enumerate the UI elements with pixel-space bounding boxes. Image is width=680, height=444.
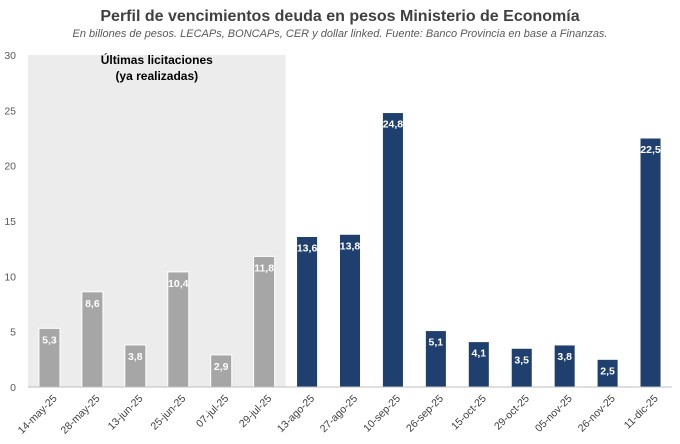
- y-tick-label: 5: [10, 327, 16, 339]
- y-tick-label: 20: [4, 161, 16, 173]
- data-label: 3,8: [557, 351, 572, 363]
- chart-title: Perfil de vencimientos deuda en pesos Mi…: [100, 8, 580, 25]
- x-tick-label: 15-oct-25: [449, 393, 489, 433]
- data-label: 24,8: [383, 119, 404, 131]
- bar: [639, 137, 662, 388]
- highlight-sublabel: (ya realizadas): [115, 69, 198, 83]
- x-tick-label: 27-ago-25: [318, 393, 360, 435]
- y-tick-label: 0: [10, 382, 16, 394]
- x-tick-label: 14-may-25: [16, 393, 60, 437]
- x-tick-label: 26-nov-25: [576, 393, 618, 435]
- highlight-region: [28, 55, 286, 387]
- x-tick-label: 28-may-25: [59, 393, 103, 437]
- x-tick-label: 11-dic-25: [622, 393, 661, 432]
- x-tick-label: 13-jun-25: [106, 393, 146, 433]
- data-label: 2,9: [214, 361, 229, 373]
- data-label: 5,1: [429, 337, 444, 349]
- y-tick-label: 30: [4, 50, 16, 62]
- data-label: 4,1: [471, 348, 486, 360]
- x-tick-label: 29-oct-25: [492, 393, 532, 433]
- data-label: 8,6: [85, 298, 100, 310]
- x-tick-label: 07-jul-25: [194, 393, 231, 430]
- x-tick-label: 10-sep-25: [361, 393, 403, 435]
- data-label: 11,8: [254, 262, 274, 274]
- bar: [296, 235, 319, 388]
- y-tick-label: 10: [4, 271, 16, 283]
- bar: [381, 112, 404, 388]
- x-tick-label: 25-jun-25: [149, 393, 189, 433]
- y-tick-label: 15: [4, 216, 16, 228]
- data-label: 2,5: [600, 365, 615, 377]
- data-label: 3,8: [128, 351, 143, 363]
- data-label: 13,6: [297, 242, 318, 254]
- data-label: 22,5: [640, 144, 661, 156]
- x-tick-label: 29-jul-25: [237, 393, 274, 430]
- x-tick-label: 26-sep-25: [404, 393, 446, 435]
- data-label: 3,5: [514, 354, 529, 366]
- y-tick-label: 25: [4, 105, 16, 117]
- bar: [338, 233, 362, 388]
- bar: [253, 255, 276, 388]
- data-label: 5,3: [42, 334, 57, 346]
- data-label: 10,4: [168, 278, 189, 290]
- highlight-label: Últimas licitaciones: [101, 52, 213, 67]
- x-tick-label: 13-ago-25: [275, 393, 317, 435]
- data-label: 13,8: [340, 240, 361, 252]
- x-tick-label: 05-nov-25: [533, 393, 575, 435]
- chart-subtitle: En billones de pesos. LECAPs, BONCAPs, C…: [72, 28, 608, 40]
